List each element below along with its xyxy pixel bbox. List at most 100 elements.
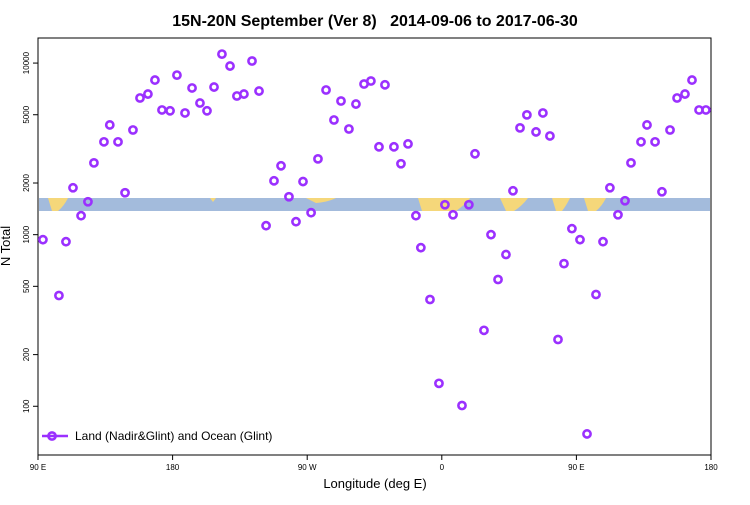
- point: [217, 49, 227, 59]
- point: [665, 125, 675, 135]
- point: [626, 157, 636, 168]
- point: [605, 182, 615, 193]
- point: [68, 182, 78, 193]
- point: [411, 210, 421, 221]
- point: [150, 75, 160, 85]
- point: [680, 89, 690, 99]
- point: [209, 82, 219, 92]
- point: [591, 289, 601, 300]
- point: [306, 207, 316, 218]
- point: [425, 294, 435, 305]
- point: [479, 325, 489, 336]
- point: [225, 61, 235, 71]
- y-tick-label: 2000: [22, 174, 31, 192]
- y-tick-label: 5000: [22, 105, 31, 123]
- point: [613, 209, 623, 220]
- y-tick-label: 500: [22, 279, 31, 293]
- point: [195, 98, 205, 108]
- point: [54, 290, 64, 301]
- y-tick-label: 100: [22, 399, 31, 413]
- point: [380, 79, 390, 90]
- point: [351, 99, 361, 109]
- point: [344, 124, 354, 134]
- point: [38, 234, 48, 245]
- point: [415, 242, 426, 253]
- point: [493, 274, 503, 285]
- point: [366, 76, 376, 86]
- point: [261, 220, 271, 231]
- point: [99, 136, 109, 147]
- point: [269, 175, 279, 186]
- plot-frame: [37, 37, 712, 456]
- point: [486, 229, 496, 240]
- point: [620, 195, 630, 206]
- point: [598, 236, 608, 247]
- point: [501, 249, 511, 260]
- point: [650, 136, 660, 147]
- point: [321, 85, 331, 95]
- point: [701, 105, 711, 115]
- point: [636, 136, 646, 147]
- x-tick-label: 180: [704, 463, 718, 472]
- point: [120, 187, 130, 198]
- point: [657, 186, 667, 197]
- point: [374, 141, 384, 152]
- chart-title: 15N-20N September (Ver 8) 2014-09-06 to …: [172, 13, 578, 30]
- point: [89, 157, 99, 168]
- point: [247, 56, 257, 66]
- x-tick-label: 180: [166, 463, 180, 472]
- point: [336, 96, 346, 106]
- point: [254, 86, 264, 96]
- point: [61, 236, 71, 247]
- point: [440, 199, 450, 210]
- x-tick-label: 90 E: [568, 463, 584, 472]
- point: [165, 105, 175, 116]
- point: [521, 109, 532, 120]
- point: [396, 158, 406, 169]
- point: [642, 120, 652, 130]
- point: [187, 83, 197, 93]
- point: [298, 176, 308, 187]
- point: [463, 199, 474, 210]
- point: [448, 209, 458, 220]
- point: [508, 185, 518, 196]
- point: [291, 216, 301, 227]
- point: [545, 131, 555, 141]
- point: [672, 93, 682, 103]
- legend-marker: [47, 431, 57, 441]
- point: [582, 429, 592, 439]
- y-axis-label: N Total: [0, 226, 13, 266]
- point: [83, 196, 93, 207]
- point: [239, 89, 249, 99]
- y-tick-label: 200: [22, 347, 31, 361]
- point: [403, 139, 413, 149]
- point: [537, 108, 548, 118]
- point: [470, 148, 480, 159]
- point: [559, 258, 569, 269]
- point: [687, 75, 697, 85]
- x-axis-label: Longitude (deg E): [323, 476, 426, 491]
- y-tick-label: 10000: [22, 51, 31, 74]
- point: [284, 191, 294, 202]
- x-tick-label: 90 E: [30, 463, 46, 472]
- ocean-band: [39, 198, 710, 211]
- point: [76, 210, 86, 221]
- point: [531, 127, 541, 137]
- point: [180, 108, 190, 118]
- x-tick-label: 90 W: [298, 463, 317, 472]
- map-strip: [39, 198, 710, 211]
- point: [143, 89, 153, 99]
- x-tick-label: 0: [440, 463, 445, 472]
- point: [172, 70, 182, 80]
- point: [515, 123, 525, 133]
- point: [202, 105, 212, 116]
- point: [135, 93, 145, 103]
- point: [553, 334, 563, 345]
- point: [434, 378, 444, 389]
- legend-label: Land (Nadir&Glint) and Ocean (Glint): [75, 429, 272, 443]
- point: [389, 141, 399, 152]
- y-tick-label: 1000: [22, 225, 31, 243]
- point: [104, 120, 115, 130]
